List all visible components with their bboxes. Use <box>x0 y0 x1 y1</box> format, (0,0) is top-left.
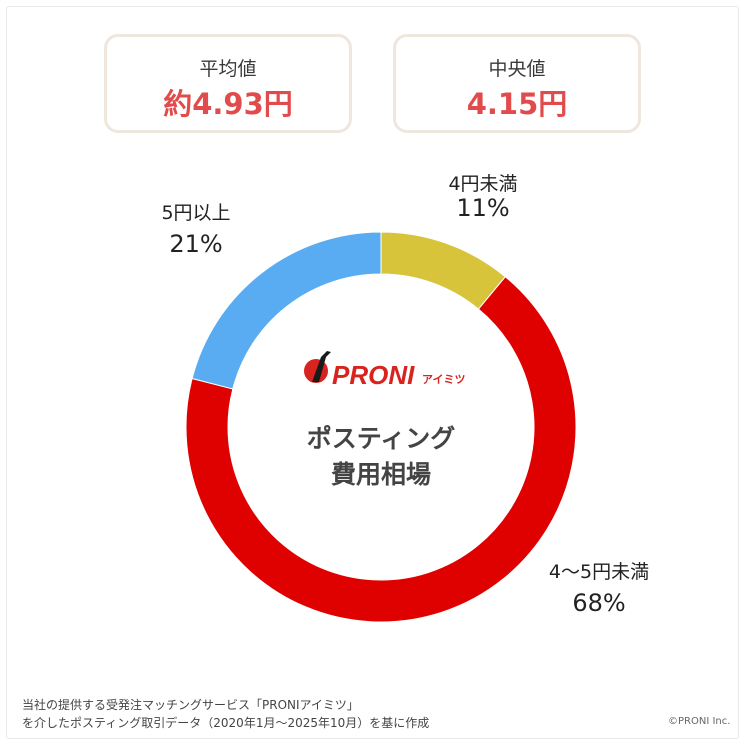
median-value: 4.15円 <box>466 87 568 121</box>
logo-brand-text: PRONI <box>332 360 415 390</box>
slice-over-5 <box>191 231 382 390</box>
value-label: 68% <box>572 589 625 617</box>
logo-sub-text: アイミツ <box>422 373 465 386</box>
footnote-line-2: を介したポスティング取引データ（2020年1月〜2025年10月）を基に作成 <box>22 716 430 730</box>
center-title-line-2: 費用相場 <box>330 460 431 489</box>
value-label: 11% <box>456 194 509 222</box>
bird-logo-icon <box>304 351 331 383</box>
slice-under-4 <box>380 231 507 310</box>
median-stat-card: 中央値 4.15円 <box>393 34 641 133</box>
average-label: 平均値 <box>199 58 257 80</box>
median-label: 中央値 <box>488 58 546 80</box>
donut-slices <box>185 231 577 623</box>
value-label: 21% <box>169 230 222 258</box>
average-value: 約4.93円 <box>163 87 293 121</box>
slice-4-to-5 <box>185 276 577 623</box>
category-label: 5円以上 <box>161 202 230 224</box>
copyright: ©PRONI Inc. <box>668 716 731 727</box>
category-label: 4円未満 <box>448 173 517 195</box>
footnote-line-1: 当社の提供する受発注マッチングサービス「PRONIアイミツ」 <box>22 698 359 712</box>
center-title-line-1: ポスティング <box>307 424 456 453</box>
source-footnote: 当社の提供する受発注マッチングサービス「PRONIアイミツ」 を介したポスティン… <box>22 696 429 732</box>
proni-logo: PRONI アイミツ <box>304 351 465 390</box>
average-stat-card: 平均値 約4.93円 <box>104 34 352 133</box>
category-label: 4〜5円未満 <box>549 561 649 583</box>
